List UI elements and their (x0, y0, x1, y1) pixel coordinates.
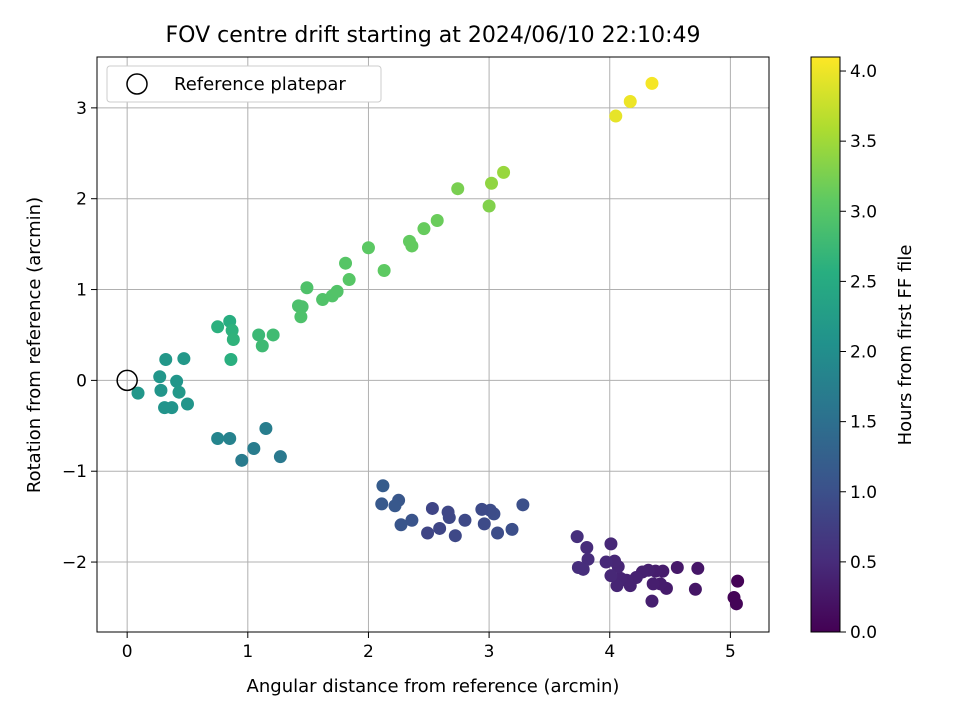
colorbar-tick-label: 0.0 (850, 623, 877, 643)
data-point (259, 422, 272, 435)
data-point (211, 320, 224, 333)
legend-label: Reference platepar (174, 74, 346, 95)
x-axis-ticks: 0 1 2 3 4 5 (122, 632, 736, 662)
x-tick-label: 1 (242, 642, 253, 662)
data-point (478, 517, 491, 530)
data-point (691, 562, 704, 575)
data-point (580, 541, 593, 554)
data-point (431, 214, 444, 227)
data-point (294, 310, 307, 323)
data-point (256, 339, 269, 352)
data-point (449, 529, 462, 542)
data-point (227, 333, 240, 346)
data-point (181, 397, 194, 410)
data-point (645, 595, 658, 608)
data-point (417, 222, 430, 235)
colorbar-gradient (811, 57, 840, 632)
data-point (173, 386, 186, 399)
data-point (475, 503, 488, 516)
y-tick-label: −2 (62, 553, 87, 573)
plot-area (97, 57, 769, 632)
data-point (483, 199, 496, 212)
colorbar-tick-label: 2.5 (850, 272, 877, 292)
data-point (224, 353, 237, 366)
colorbar-tick-label: 4.0 (850, 62, 877, 82)
x-tick-label: 5 (725, 642, 736, 662)
data-point (451, 182, 464, 195)
data-point (153, 370, 166, 383)
data-point (609, 110, 622, 123)
data-point (211, 432, 224, 445)
x-tick-label: 2 (363, 642, 374, 662)
data-point (604, 569, 617, 582)
colorbar-tick-label: 2.0 (850, 343, 877, 363)
data-point (485, 177, 498, 190)
data-point (343, 273, 356, 286)
y-tick-label: 3 (76, 99, 87, 119)
y-tick-label: 1 (76, 281, 87, 301)
data-point (491, 526, 504, 539)
data-point (624, 95, 637, 108)
chart-title: FOV centre drift starting at 2024/06/10 … (166, 23, 701, 48)
scatter-chart: FOV centre drift starting at 2024/06/10 … (0, 0, 960, 720)
data-point (730, 597, 743, 610)
data-point (170, 375, 183, 388)
colorbar: 0.0 0.5 1.0 1.5 2.0 2.5 3.0 3.5 4.0 Hours from f… (811, 57, 916, 643)
data-point (421, 526, 434, 539)
data-point (339, 257, 352, 270)
data-point (378, 264, 391, 277)
data-point (458, 514, 471, 527)
data-point (731, 575, 744, 588)
data-point (506, 523, 519, 536)
data-point (274, 450, 287, 463)
x-tick-label: 0 (122, 642, 133, 662)
colorbar-ticks: 0.0 0.5 1.0 1.5 2.0 2.5 3.0 3.5 4.0 (840, 62, 877, 643)
x-axis-label: Angular distance from reference (arcmin) (247, 676, 620, 697)
data-point (426, 502, 439, 515)
data-point (165, 401, 178, 414)
data-point (600, 556, 613, 569)
legend: Reference platepar (107, 66, 381, 102)
data-point (604, 537, 617, 550)
data-point (300, 281, 313, 294)
y-axis-label: Rotation from reference (arcmin) (24, 197, 45, 493)
data-point (362, 241, 375, 254)
data-point (376, 479, 389, 492)
data-point (388, 499, 401, 512)
y-tick-label: 2 (76, 190, 87, 210)
data-point (689, 583, 702, 596)
x-tick-label: 3 (484, 642, 495, 662)
plot-background (97, 57, 769, 632)
y-axis-ticks: −2 −1 0 1 2 3 (62, 99, 97, 573)
colorbar-tick-label: 1.5 (850, 413, 877, 433)
data-point (405, 239, 418, 252)
data-point (395, 518, 408, 531)
data-point (645, 77, 658, 90)
colorbar-tick-label: 0.5 (850, 553, 877, 573)
colorbar-label: Hours from first FF file (895, 245, 916, 446)
data-point (671, 561, 684, 574)
data-point (159, 353, 172, 366)
colorbar-tick-label: 3.5 (850, 132, 877, 152)
data-point (235, 454, 248, 467)
data-point (516, 498, 529, 511)
data-point (267, 328, 280, 341)
y-tick-label: 0 (76, 371, 87, 391)
data-point (247, 442, 260, 455)
data-point (223, 432, 236, 445)
data-point (647, 577, 660, 590)
data-point (177, 352, 190, 365)
data-point (572, 561, 585, 574)
colorbar-tick-label: 3.0 (850, 202, 877, 222)
data-point (433, 522, 446, 535)
data-point (497, 166, 510, 179)
data-point (571, 530, 584, 543)
data-point (442, 506, 455, 519)
y-tick-label: −1 (62, 462, 87, 482)
data-point (154, 384, 167, 397)
x-tick-label: 4 (604, 642, 615, 662)
data-point (375, 497, 388, 510)
colorbar-tick-label: 1.0 (850, 483, 877, 503)
data-point (331, 285, 344, 298)
